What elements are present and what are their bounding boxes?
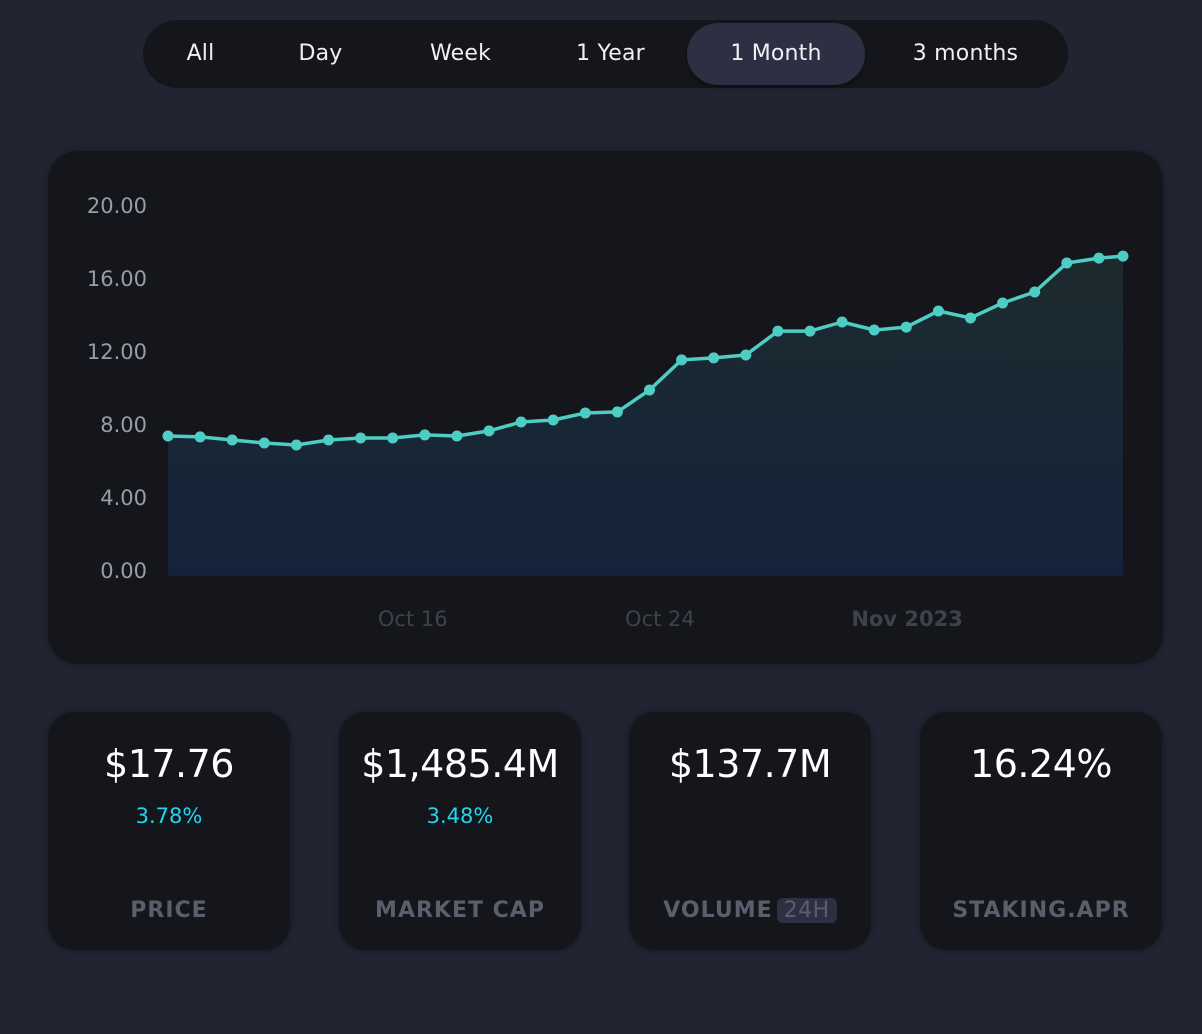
stat-card-staking-apr: 16.24% STAKING.APR — [920, 712, 1162, 950]
y-tick-label: 0.00 — [100, 559, 147, 583]
price-area — [168, 256, 1123, 576]
staking-apr-label: STAKING.APR — [952, 898, 1130, 923]
tab-week[interactable]: Week — [429, 41, 492, 66]
data-point[interactable] — [162, 430, 174, 442]
volume-period-badge: 24H — [776, 898, 837, 923]
staking-apr-value: 16.24% — [970, 742, 1112, 786]
data-point[interactable] — [515, 416, 527, 428]
price-value: $17.76 — [104, 742, 234, 786]
data-points — [162, 250, 1129, 451]
data-point[interactable] — [258, 437, 270, 449]
data-point[interactable] — [611, 406, 623, 418]
data-point[interactable] — [932, 305, 944, 317]
y-tick-label: 16.00 — [87, 267, 147, 291]
tab-all[interactable]: All — [186, 41, 215, 66]
tab-1-month[interactable]: 1 Month — [687, 23, 865, 85]
data-point[interactable] — [387, 432, 399, 444]
data-point[interactable] — [804, 325, 816, 337]
market-cap-change: 3.48% — [426, 804, 494, 828]
data-point[interactable] — [740, 349, 752, 361]
price-chart[interactable]: 0.00 4.00 8.00 12.00 16.00 20.00 Oct 16 Oct 24… — [48, 151, 1163, 664]
data-point[interactable] — [1029, 286, 1041, 298]
volume-label-row: VOLUME 24H — [629, 898, 871, 923]
market-cap-label: MARKET CAP — [375, 898, 545, 923]
x-tick-label: Oct 16 — [378, 607, 448, 631]
data-point[interactable] — [644, 384, 655, 396]
data-point[interactable] — [194, 431, 206, 443]
volume-value: $137.7M — [668, 742, 832, 786]
data-point[interactable] — [483, 425, 495, 437]
data-point[interactable] — [868, 324, 880, 336]
data-point[interactable] — [579, 407, 591, 419]
tab-1-year[interactable]: 1 Year — [576, 41, 645, 66]
x-tick-label: Nov 2023 — [851, 607, 962, 631]
data-point[interactable] — [226, 434, 238, 446]
data-point[interactable] — [900, 321, 912, 333]
stat-card-price: $17.76 3.78% PRICE — [48, 712, 290, 950]
data-point[interactable] — [1093, 252, 1105, 264]
data-point[interactable] — [676, 354, 688, 366]
price-change: 3.78% — [135, 804, 203, 828]
volume-label: VOLUME — [663, 898, 773, 923]
y-axis: 0.00 4.00 8.00 12.00 16.00 20.00 — [87, 194, 147, 583]
y-tick-label: 4.00 — [100, 486, 147, 510]
y-tick-label: 8.00 — [100, 413, 147, 437]
data-point[interactable] — [1117, 250, 1129, 262]
x-axis: Oct 16 Oct 24 Nov 2023 — [378, 607, 963, 631]
data-point[interactable] — [451, 430, 463, 442]
data-point[interactable] — [1061, 257, 1073, 269]
x-tick-label: Oct 24 — [625, 607, 695, 631]
data-point[interactable] — [997, 297, 1009, 309]
data-point[interactable] — [965, 312, 976, 324]
tab-day[interactable]: Day — [298, 41, 343, 66]
time-range-tabs: All Day Week 1 Year 1 Month 3 months — [143, 20, 1068, 88]
price-chart-card: 0.00 4.00 8.00 12.00 16.00 20.00 Oct 16 Oct 24… — [48, 151, 1163, 664]
data-point[interactable] — [323, 434, 334, 446]
y-tick-label: 20.00 — [87, 194, 147, 218]
price-label: PRICE — [130, 898, 208, 923]
data-point[interactable] — [772, 325, 784, 337]
market-cap-value: $1,485.4M — [361, 742, 559, 786]
y-tick-label: 12.00 — [87, 340, 147, 364]
data-point[interactable] — [708, 352, 720, 364]
tab-3-months[interactable]: 3 months — [912, 41, 1019, 66]
data-point[interactable] — [290, 439, 302, 451]
data-point[interactable] — [355, 432, 367, 444]
stat-card-volume: $137.7M VOLUME 24H — [629, 712, 871, 950]
data-point[interactable] — [419, 429, 431, 441]
stat-card-market-cap: $1,485.4M 3.48% MARKET CAP — [339, 712, 581, 950]
data-point[interactable] — [836, 316, 848, 328]
data-point[interactable] — [547, 414, 559, 426]
